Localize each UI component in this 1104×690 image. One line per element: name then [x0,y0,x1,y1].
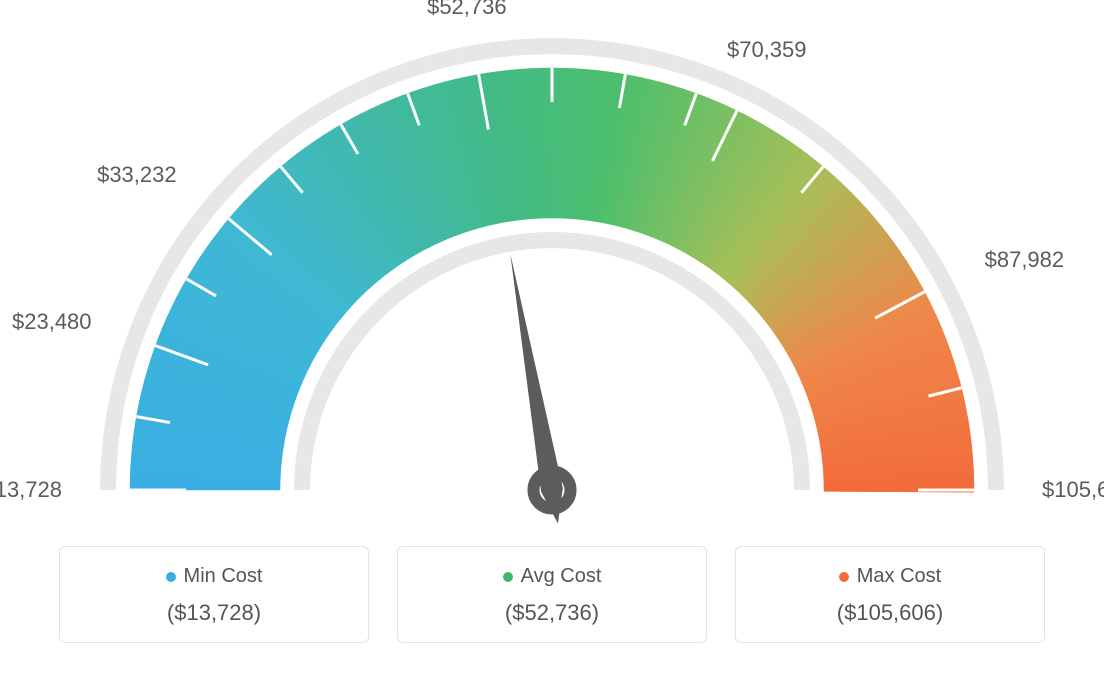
legend-value: ($52,736) [408,600,696,626]
legend-card: Max Cost ($105,606) [735,546,1045,643]
legend-title: Avg Cost [408,565,696,588]
legend-row: Min Cost ($13,728) Avg Cost ($52,736) Max Co… [0,546,1104,643]
gauge-tick-label: $87,982 [985,247,1065,273]
legend-value: ($13,728) [70,600,358,626]
gauge-tick-label: $105,606 [1042,477,1104,503]
legend-dot-icon [839,572,849,582]
legend-card: Min Cost ($13,728) [59,546,369,643]
gauge-tick-label: $23,480 [12,309,92,335]
gauge-svg [0,0,1104,540]
legend-dot-icon [503,572,513,582]
gauge-tick-label: $70,359 [727,37,807,63]
gauge-tick-label: $33,232 [97,162,177,188]
legend-title: Max Cost [746,565,1034,588]
gauge-tick-label: $52,736 [427,0,507,20]
legend-dot-icon [166,572,176,582]
legend-value: ($105,606) [746,600,1034,626]
legend-card: Avg Cost ($52,736) [397,546,707,643]
gauge-tick-label: $13,728 [0,477,62,503]
gauge-chart: $13,728 $23,480 $33,232 $52,736 $70,359 $87,9… [0,0,1104,540]
legend-title: Min Cost [70,565,358,588]
